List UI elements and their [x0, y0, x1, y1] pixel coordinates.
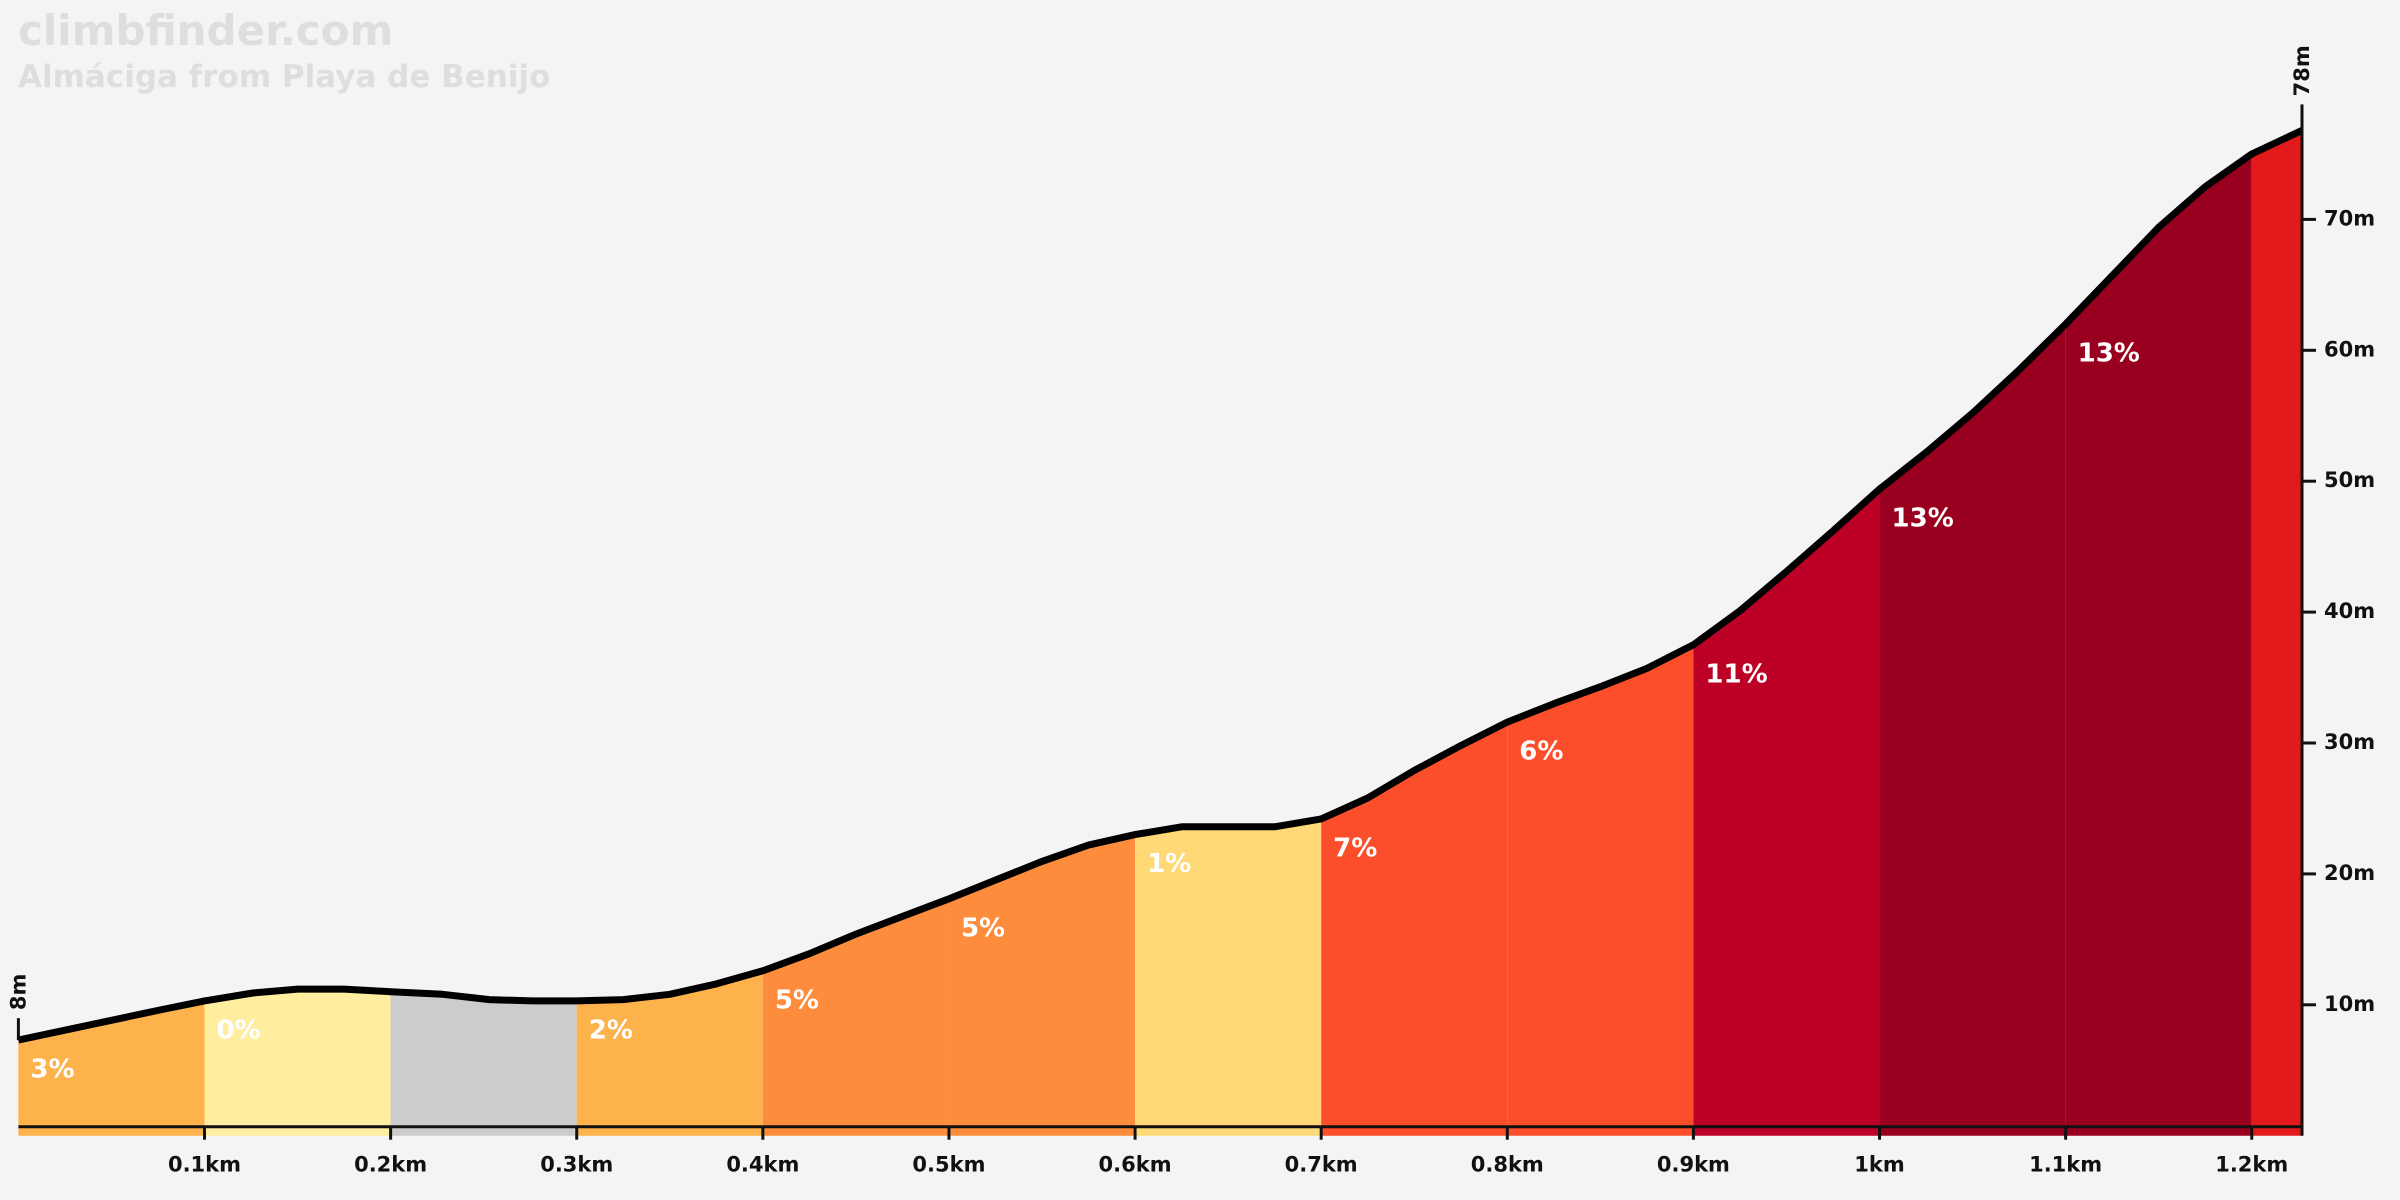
grade-segment [2251, 130, 2302, 1136]
x-tick-label: 1.2km [2215, 1153, 2288, 1177]
grade-segment [1879, 324, 2066, 1136]
grade-label: 13% [2078, 339, 2140, 369]
x-tick-label: 0.2km [354, 1153, 427, 1177]
grade-segment [2065, 153, 2252, 1136]
grade-segment [576, 970, 763, 1136]
x-tick-label: 0.3km [540, 1153, 613, 1177]
end-label: 78m [2290, 45, 2314, 96]
grade-label: 3% [30, 1055, 74, 1085]
grade-segment [1321, 722, 1508, 1136]
y-tick-label: 20m [2324, 861, 2375, 885]
x-tick-label: 0.8km [1471, 1153, 1544, 1177]
x-tick-label: 1km [1854, 1153, 1904, 1177]
x-tick-label: 0.7km [1285, 1153, 1358, 1177]
y-tick-label: 60m [2324, 337, 2375, 361]
grade-segment [18, 1000, 205, 1136]
grade-segment [204, 989, 391, 1136]
grade-label: 0% [217, 1015, 261, 1045]
grade-segment [390, 991, 577, 1136]
x-tick-label: 0.6km [1099, 1153, 1172, 1177]
grade-label: 7% [1333, 833, 1377, 863]
y-tick-label: 50m [2324, 468, 2375, 492]
x-tick-label: 0.1km [168, 1153, 241, 1177]
grade-segment [1507, 644, 1694, 1136]
grade-label: 5% [775, 985, 819, 1015]
x-tick-label: 0.9km [1657, 1153, 1730, 1177]
chart-title: climbfinder.com [18, 6, 393, 55]
grade-segment [1693, 489, 1880, 1136]
y-tick-label: 10m [2324, 992, 2375, 1016]
grade-label: 6% [1519, 737, 1563, 767]
grade-label: 13% [1892, 504, 1954, 534]
chart-subtitle: Almáciga from Playa de Benijo [18, 59, 550, 95]
y-tick-label: 40m [2324, 599, 2375, 623]
grade-label: 11% [1705, 659, 1767, 689]
grade-segment [948, 834, 1136, 1136]
start-label: 8m [6, 974, 30, 1011]
x-tick-label: 0.5km [912, 1153, 985, 1177]
grade-label: 2% [589, 1015, 633, 1045]
profile-line [17, 127, 2304, 1044]
y-tick-label: 70m [2324, 206, 2375, 230]
y-tick-label: 30m [2324, 730, 2375, 754]
grade-label: 5% [961, 913, 1005, 943]
x-tick-label: 0.4km [726, 1153, 799, 1177]
x-tick-label: 1.1km [2029, 1153, 2102, 1177]
grade-segment [1135, 818, 1322, 1136]
grade-segment [762, 898, 949, 1136]
grade-label: 1% [1147, 849, 1191, 879]
